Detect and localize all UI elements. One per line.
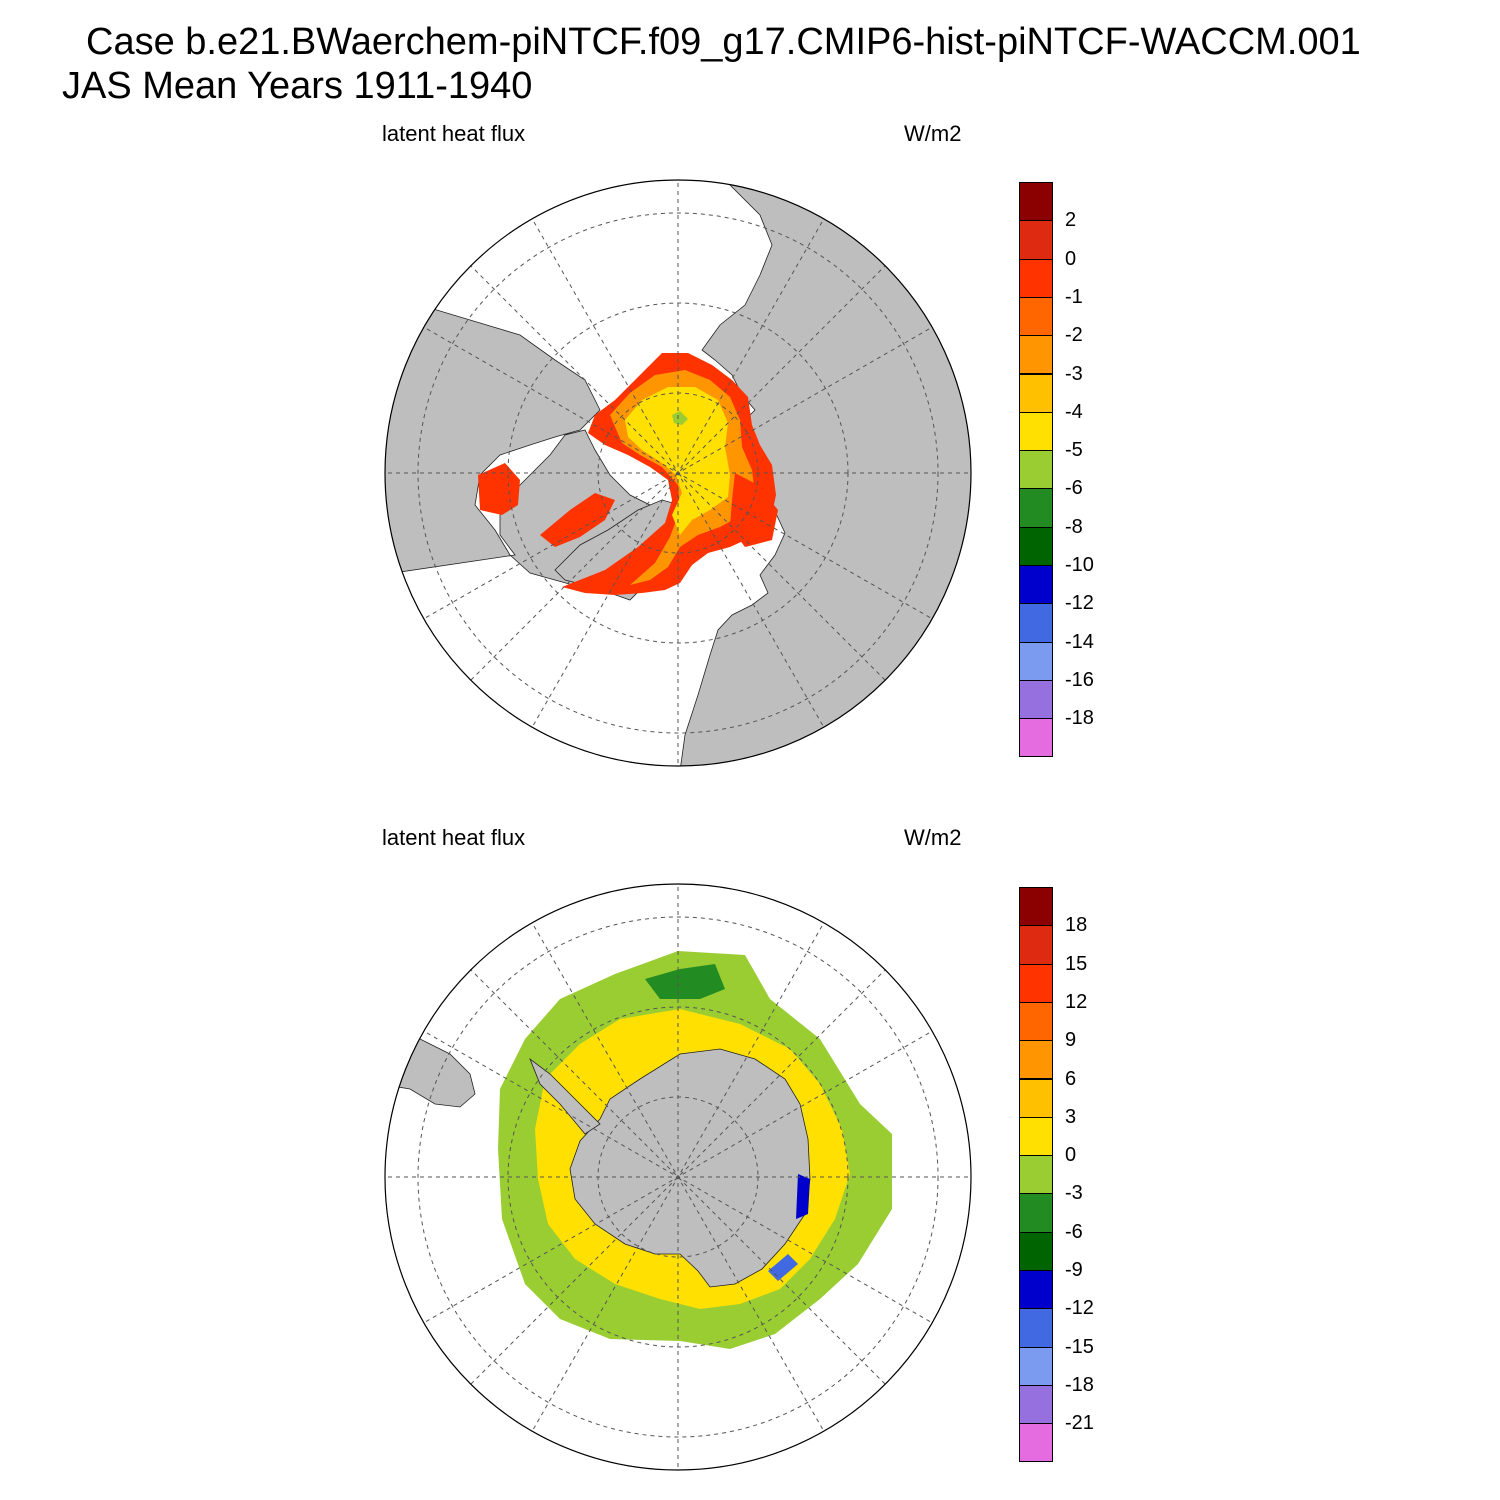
north-colorbar-box (1019, 182, 1053, 222)
north-units-label: W/m2 (904, 121, 962, 146)
north-colorbar-box (1019, 411, 1053, 452)
north-colorbar-box (1019, 488, 1053, 528)
south-colorbar-box (1019, 1423, 1053, 1463)
north-colorbar-tick-label: 2 (1065, 209, 1077, 232)
north-colorbar-box (1019, 718, 1053, 758)
north-america-land (385, 304, 681, 601)
south-colorbar-box (1019, 925, 1053, 965)
north-colorbar: 2 0 -1 -2 -3 -4 -5 -6 -8 -10 -12 -14 -16 -18 (1019, 182, 1094, 758)
north-arctic-ocean-yellow (625, 387, 730, 535)
north-colorbar-tick-label: -3 (1065, 362, 1083, 385)
north-graticule (385, 180, 971, 766)
south-map-border (384, 883, 972, 1471)
north-barents-sea-red (730, 473, 778, 547)
north-colorbar-tick-label: -12 (1065, 592, 1094, 615)
south-colorbar-box (1019, 887, 1053, 927)
south-graticule (385, 884, 971, 1470)
south-colorbar-tick-label: 12 (1065, 990, 1088, 1013)
north-colorbar-tick-label: -1 (1065, 285, 1083, 308)
south-colorbar-tick-label: -6 (1065, 1220, 1083, 1243)
north-colorbar-box (1019, 565, 1053, 605)
south-colorbar-tick-label: 3 (1065, 1105, 1077, 1128)
south-colorbar-tick-label: -3 (1065, 1182, 1083, 1205)
south-polar-map (384, 883, 972, 1471)
north-colorbar-tick-label: -2 (1065, 324, 1083, 347)
south-colorbar-tick-label: -9 (1065, 1259, 1083, 1281)
south-colorbar-tick-label: 9 (1065, 1029, 1077, 1052)
north-colorbar-tick-label: -6 (1065, 477, 1083, 500)
south-colorbar-tick-label: -21 (1065, 1412, 1094, 1435)
south-colorbar-box (1019, 963, 1053, 1003)
north-arctic-ocean-green (672, 411, 688, 425)
south-colorbar-tick-label: 15 (1065, 952, 1088, 975)
south-colorbar-tick-label: 6 (1065, 1067, 1077, 1090)
north-baffin-bay-red (478, 463, 520, 515)
north-colorbar-tick-label: -16 (1065, 668, 1094, 691)
south-weddell-dark-green (645, 964, 725, 999)
south-antarctic-peninsula (529, 1057, 601, 1135)
south-colorbar-box (1019, 1040, 1053, 1080)
north-colorbar-tick-label: -4 (1065, 400, 1083, 423)
north-colorbar-box (1019, 335, 1053, 375)
north-colorbar-tick-label: 0 (1065, 247, 1077, 270)
north-colorbar-box (1019, 641, 1053, 681)
south-colorbar-box (1019, 1155, 1053, 1195)
north-colorbar-box (1019, 258, 1053, 298)
south-colorbar: 18 15 12 9 6 3 0 -3 -6 -9 -12 -15 -18 -21 (1019, 887, 1094, 1463)
south-colorbar-box (1019, 1270, 1053, 1310)
north-colorbar-box (1019, 220, 1053, 260)
north-hudson-bay-red (540, 493, 615, 547)
north-polar-map (384, 179, 972, 767)
north-colorbar-tick-label: -14 (1065, 630, 1094, 653)
north-colorbar-box (1019, 296, 1053, 337)
north-map-border (384, 179, 972, 767)
north-colorbar-tick-label: -5 (1065, 439, 1083, 462)
south-colorbar-tick-label: -18 (1065, 1373, 1094, 1396)
south-colorbar-box (1019, 1308, 1053, 1348)
south-units-label: W/m2 (904, 825, 962, 850)
south-colorbar-box (1019, 1346, 1053, 1386)
south-variable-label: latent heat flux (382, 825, 526, 850)
north-colorbar-box (1019, 373, 1053, 413)
south-colorbar-tick-label: 0 (1065, 1144, 1077, 1167)
north-colorbar-tick-label: -18 (1065, 707, 1094, 730)
north-colorbar-box (1019, 679, 1053, 720)
south-colorbar-tick-label: -12 (1065, 1297, 1094, 1320)
north-colorbar-box (1019, 603, 1053, 643)
south-colorbar-box (1019, 1231, 1053, 1271)
north-colorbar-box (1019, 450, 1053, 490)
north-colorbar-box (1019, 526, 1053, 566)
south-colorbar-box (1019, 1384, 1053, 1425)
south-colorbar-box (1019, 1116, 1053, 1157)
south-colorbar-box (1019, 1078, 1053, 1118)
south-colorbar-box (1019, 1001, 1053, 1042)
south-colorbar-tick-label: -15 (1065, 1335, 1094, 1358)
north-colorbar-tick-label: -10 (1065, 554, 1094, 576)
south-antarctica-land (569, 1048, 811, 1288)
south-colorbar-box (1019, 1193, 1053, 1233)
figure-title: Case b.e21.BWaerchem-piNTCF.f09_g17.CMIP… (86, 21, 1361, 63)
north-variable-label: latent heat flux (382, 121, 526, 146)
south-coastal-blue (796, 1174, 810, 1219)
south-colorbar-tick-label: 18 (1065, 914, 1088, 937)
figure-subtitle: JAS Mean Years 1911-1940 (62, 65, 533, 107)
north-colorbar-tick-label: -8 (1065, 515, 1083, 538)
